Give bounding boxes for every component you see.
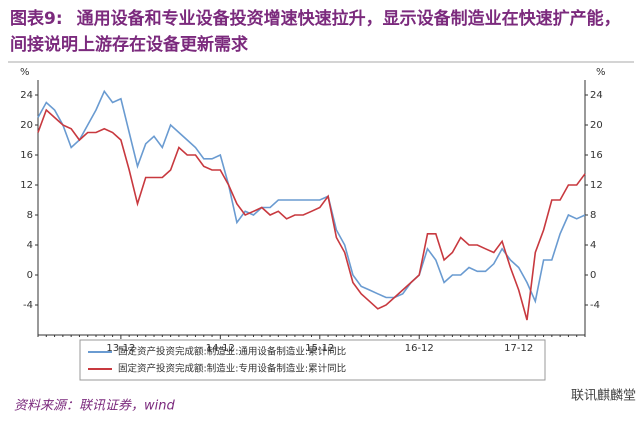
y-tick-label: 24 <box>20 90 33 101</box>
source: 资料来源：联讯证券，wind <box>14 399 175 414</box>
legend-label: 固定资产投资完成额:制造业:通用设备制造业:累计同比 <box>118 346 346 358</box>
x-tick-label: 14-12 <box>206 343 235 354</box>
y2-tick-label: 8 <box>590 210 596 221</box>
watermark: 联讯麒麟堂 <box>571 388 636 404</box>
series-line <box>37 89 586 304</box>
y-tick-label: 20 <box>20 120 33 131</box>
figure-label: 图表9: <box>10 9 63 29</box>
figure-title: 图表9: 通用设备和专业设备投资增速快速拉升，显示设备制造业在快速扩产能，间接说明… <box>10 6 635 58</box>
y2-tick-label: 16 <box>590 150 603 161</box>
y2-unit: % <box>596 67 606 78</box>
y2-tick-label: -4 <box>590 300 600 311</box>
y2-tick-label: 12 <box>590 180 603 191</box>
title-text: 通用设备和专业设备投资增速快速拉升，显示设备制造业在快速扩产能，间接说明上游存在… <box>10 9 621 55</box>
y-tick-label: -4 <box>23 300 33 311</box>
x-tick-label: 15-12 <box>305 343 334 354</box>
legend-box <box>79 339 546 381</box>
y-tick-label: 12 <box>20 180 33 191</box>
y-tick-label: 4 <box>27 240 33 251</box>
series-line <box>37 108 586 321</box>
y2-tick-label: 24 <box>590 90 603 101</box>
x-tick-label: 17-12 <box>504 343 533 354</box>
y-tick-label: 8 <box>27 210 33 221</box>
y2-tick-label: 0 <box>590 270 596 281</box>
x-tick-label: 16-12 <box>405 343 434 354</box>
y-tick-label: 0 <box>27 270 33 281</box>
y-unit: % <box>20 67 30 78</box>
x-tick-label: 13-12 <box>106 343 135 354</box>
y-tick-label: 16 <box>20 150 33 161</box>
y2-tick-label: 20 <box>590 120 603 131</box>
y2-tick-label: 4 <box>590 240 596 251</box>
legend-label: 固定资产投资完成额:制造业:专用设备制造业:累计同比 <box>118 363 346 375</box>
